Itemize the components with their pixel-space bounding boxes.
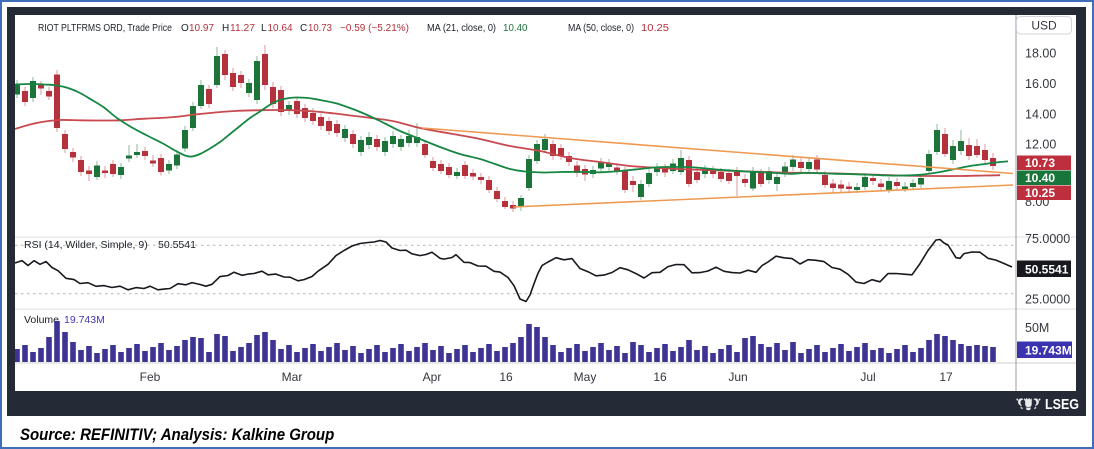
svg-text:MA (50, close, 0): MA (50, close, 0) xyxy=(568,23,634,34)
svg-text:16.00: 16.00 xyxy=(1025,77,1056,91)
svg-text:10.40: 10.40 xyxy=(1025,171,1055,185)
svg-text:RIOT PLTFRMS ORD, Trade Price: RIOT PLTFRMS ORD, Trade Price xyxy=(38,23,172,34)
svg-text:10.64: 10.64 xyxy=(268,23,293,34)
svg-text:LSEG: LSEG xyxy=(1045,396,1079,413)
svg-text:12.00: 12.00 xyxy=(1025,138,1056,152)
svg-text:Volume: Volume xyxy=(24,314,59,326)
svg-text:19.743M: 19.743M xyxy=(1025,344,1072,358)
svg-text:L: L xyxy=(261,23,267,34)
svg-text:10.40: 10.40 xyxy=(503,23,528,34)
svg-text:16: 16 xyxy=(499,370,513,384)
svg-text:50M: 50M xyxy=(1025,321,1049,335)
svg-text:10.25: 10.25 xyxy=(1025,186,1055,200)
svg-text:50.5541: 50.5541 xyxy=(158,239,196,251)
svg-text:O: O xyxy=(181,23,189,34)
svg-text:H: H xyxy=(222,23,229,34)
svg-text:50.5541: 50.5541 xyxy=(1025,263,1069,277)
svg-text:RSI (14, Wilder, Simple, 9): RSI (14, Wilder, Simple, 9) xyxy=(24,239,148,251)
svg-text:Mar: Mar xyxy=(282,370,303,384)
svg-text:75.0000: 75.0000 xyxy=(1025,232,1070,246)
svg-text:May: May xyxy=(574,370,597,384)
svg-text:18.00: 18.00 xyxy=(1025,47,1056,61)
svg-text:14.00: 14.00 xyxy=(1025,108,1056,122)
svg-text:MA (21, close, 0): MA (21, close, 0) xyxy=(427,23,496,34)
svg-text:16: 16 xyxy=(653,370,667,384)
svg-text:C: C xyxy=(300,23,307,34)
svg-text:Apr: Apr xyxy=(423,370,442,384)
svg-text:−0.59 (−5.21%): −0.59 (−5.21%) xyxy=(340,23,409,34)
svg-text:17: 17 xyxy=(939,370,953,384)
svg-text:Feb: Feb xyxy=(140,370,161,384)
svg-text:Jul: Jul xyxy=(860,370,875,384)
svg-text:USD: USD xyxy=(1031,19,1057,33)
svg-text:10.73: 10.73 xyxy=(1025,156,1055,170)
svg-text:11.27: 11.27 xyxy=(230,23,255,34)
svg-text:10.97: 10.97 xyxy=(189,23,214,34)
svg-text:Jun: Jun xyxy=(728,370,747,384)
svg-text:10.25: 10.25 xyxy=(641,23,669,34)
svg-text:19.743M: 19.743M xyxy=(64,314,105,326)
svg-text:10.73: 10.73 xyxy=(308,23,332,34)
svg-text:25.0000: 25.0000 xyxy=(1025,293,1070,307)
